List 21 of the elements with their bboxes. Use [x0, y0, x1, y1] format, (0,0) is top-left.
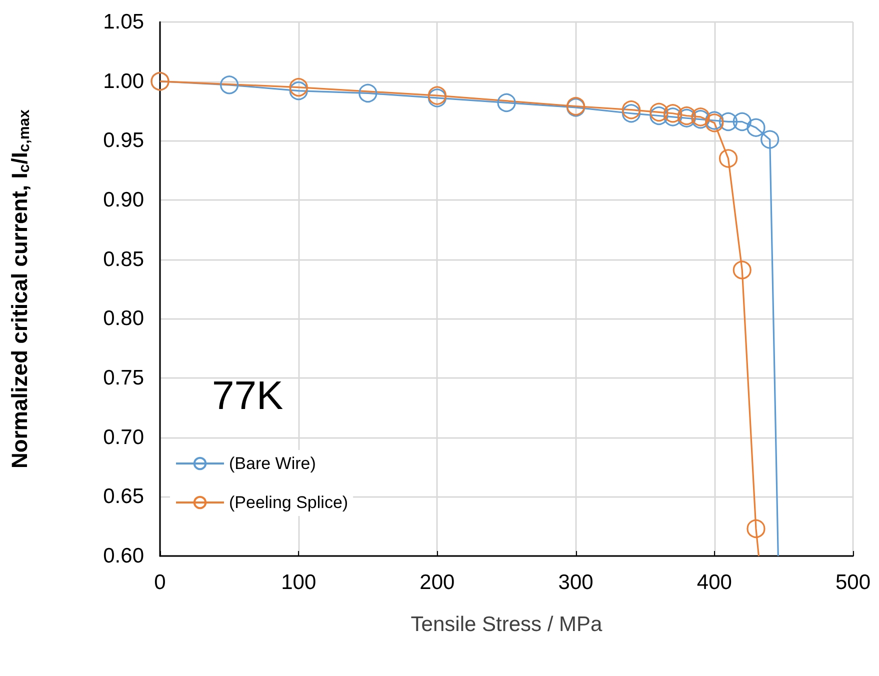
y-tick-label: 1.05: [103, 10, 144, 34]
y-tick-label: 0.70: [103, 426, 144, 449]
y-tick-label: 0.85: [103, 248, 144, 271]
x-tick-label: 400: [696, 571, 732, 594]
x-tick-label: 100: [281, 571, 316, 594]
legend-label: (Bare Wire): [229, 454, 316, 473]
y-tick-label: 0.65: [103, 485, 144, 508]
annotation: 77K: [212, 374, 284, 418]
y-axis-title: Normalized critical current, Ic/Ic,max: [7, 108, 33, 468]
x-tick-label: 0: [154, 571, 166, 594]
x-axis-title: Tensile Stress / MPa: [410, 613, 603, 636]
y-tick-label: 0.90: [103, 188, 144, 212]
legend-label: (Peeling Splice): [229, 493, 348, 512]
x-tick-label: 500: [835, 571, 871, 594]
x-tick-label: 300: [558, 571, 594, 594]
y-tick-label: 0.75: [103, 366, 144, 390]
y-tick-label: 0.80: [103, 307, 144, 330]
y-tick-label: 1.00: [103, 70, 144, 93]
x-tick-label: 200: [420, 571, 455, 594]
y-tick-label: 0.95: [103, 129, 144, 152]
y-tick-label: 0.60: [103, 544, 144, 568]
